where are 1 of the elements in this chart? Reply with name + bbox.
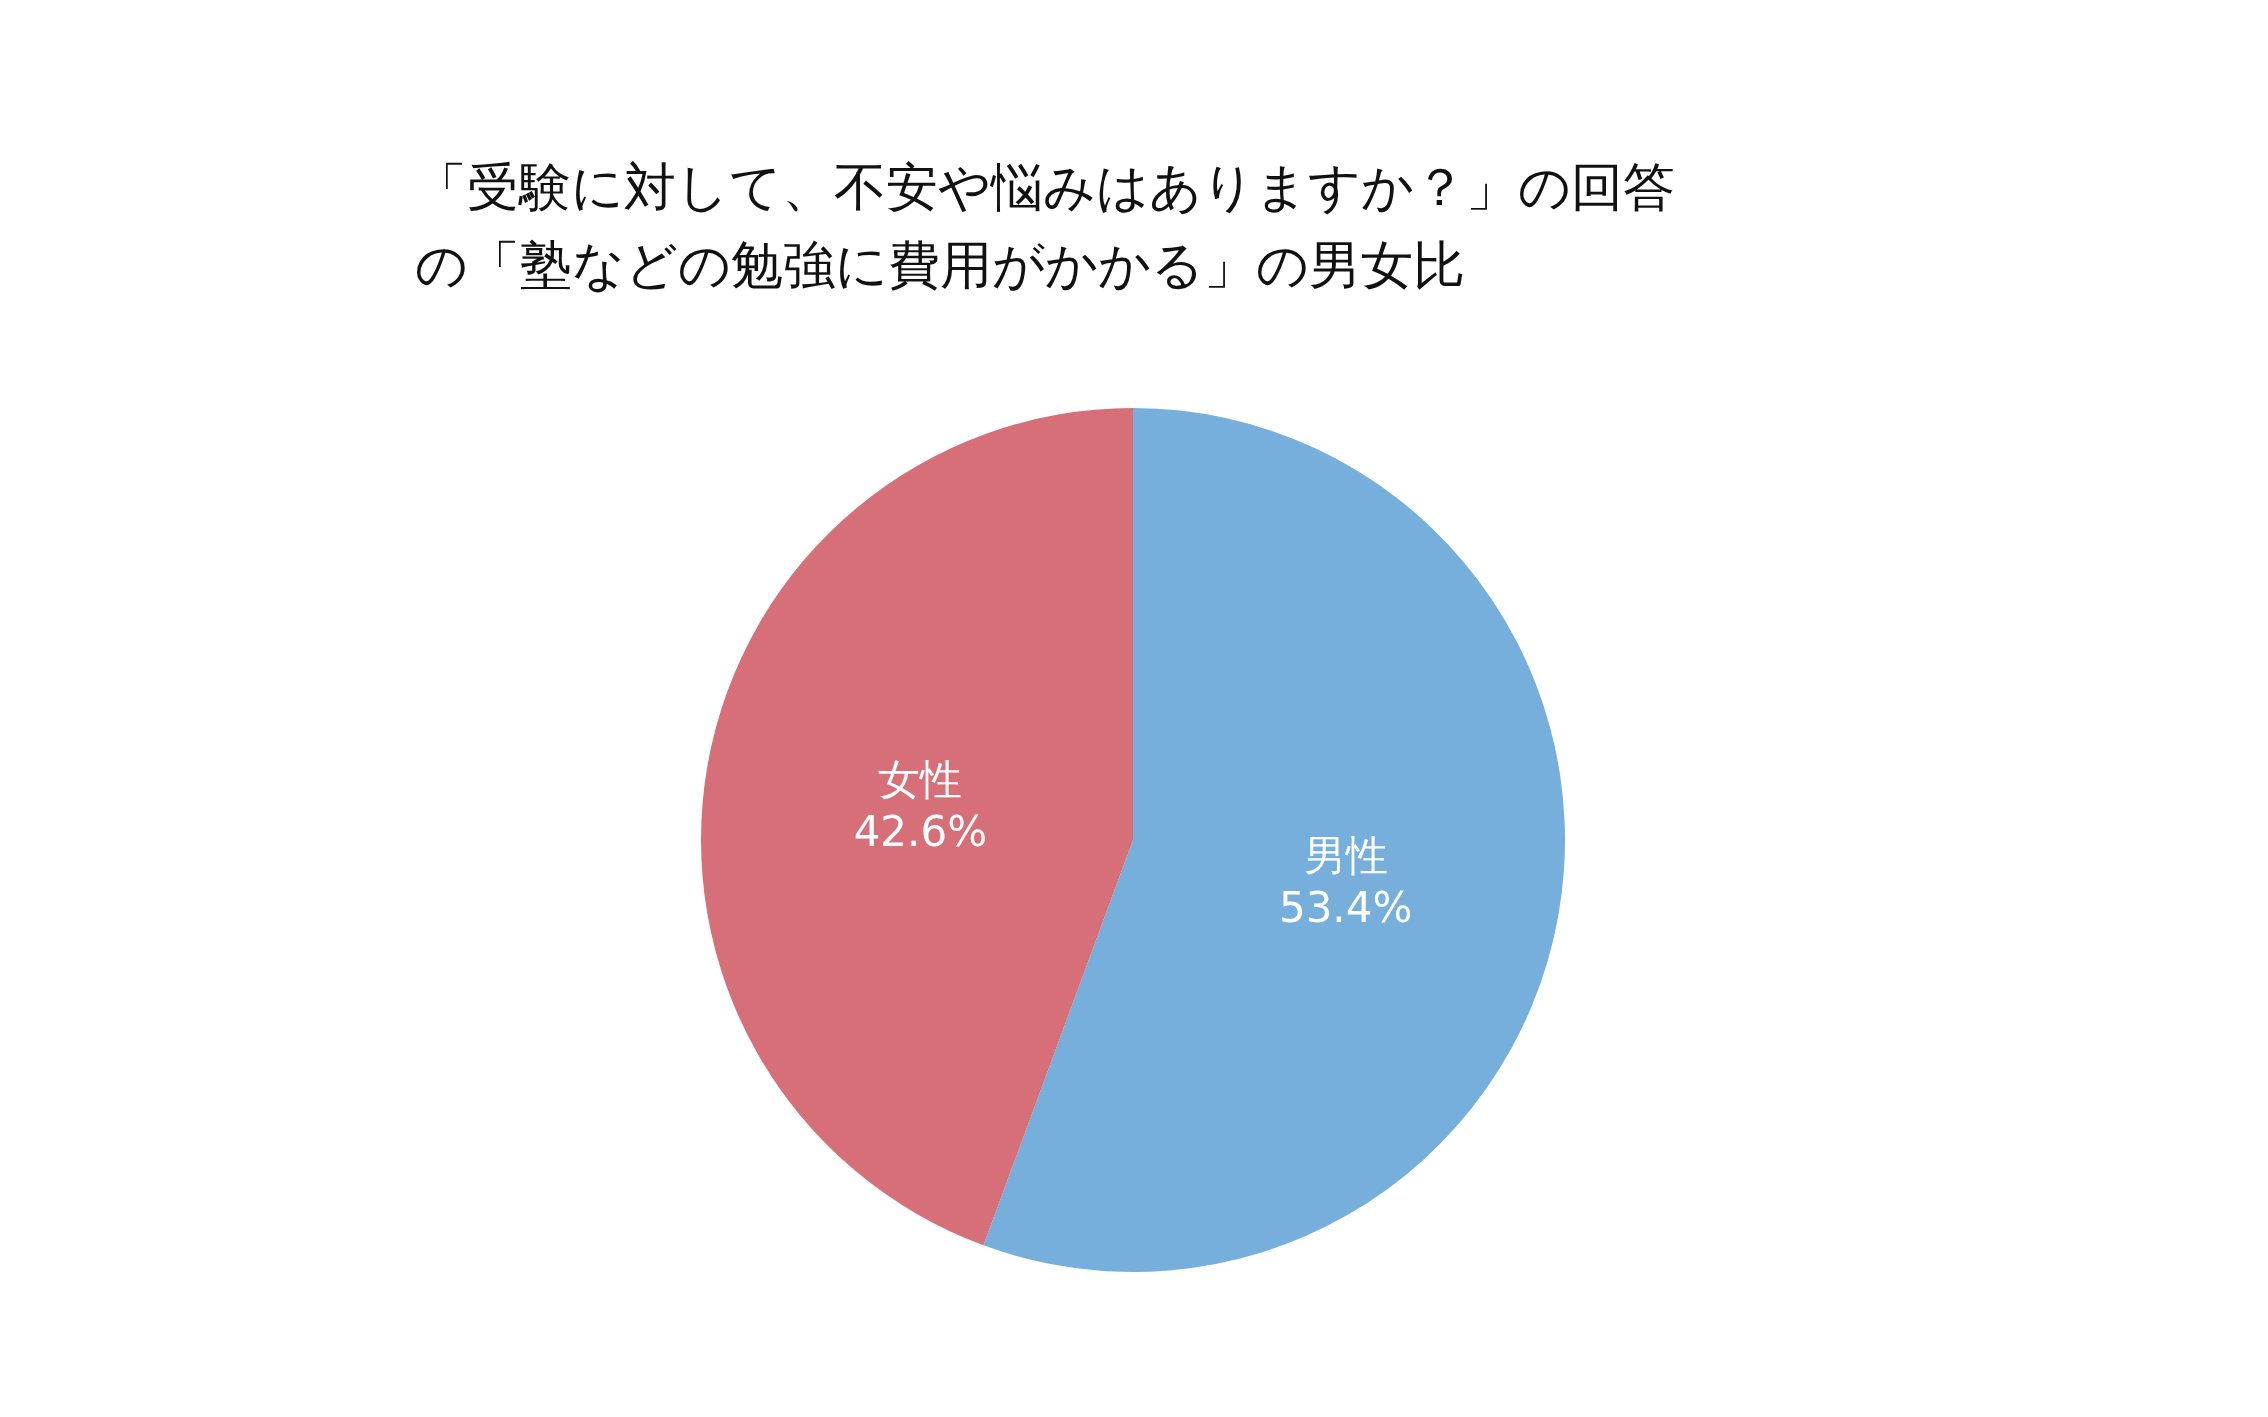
title: 「受験に対して、不安や悩みはありますか？」の回答の「塾などの勉強に費用がかかる」の男女比 [415, 157, 1675, 295]
